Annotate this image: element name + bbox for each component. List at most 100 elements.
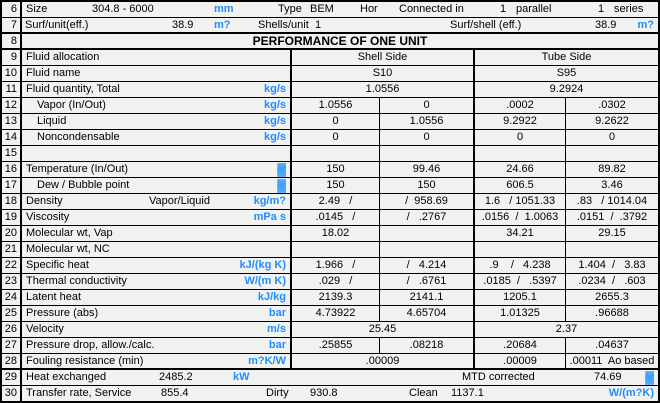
value-cell[interactable]: 9.2924 bbox=[549, 83, 584, 95]
value-cell[interactable]: 1.0556 bbox=[292, 82, 475, 97]
row-number[interactable]: 29 bbox=[2, 370, 22, 385]
row-label-cell[interactable]: Temperature (In/Out) ▓ bbox=[22, 162, 292, 177]
row-number[interactable]: 23 bbox=[2, 274, 22, 289]
row-label-cell[interactable]: Fouling resistance (min) m?K/W bbox=[22, 354, 292, 368]
value-cell[interactable]: .20684 bbox=[475, 338, 566, 353]
value-cell[interactable]: 0 bbox=[608, 131, 616, 143]
value-cell[interactable]: .0002 bbox=[475, 98, 566, 113]
value-cell[interactable]: 2655.3 bbox=[595, 291, 629, 303]
value-cell[interactable]: S95 bbox=[556, 67, 577, 79]
row-number[interactable]: 28 bbox=[2, 354, 22, 368]
value-cell[interactable]: .0151 / .3792 bbox=[576, 211, 648, 223]
value-cell[interactable]: 1.0556 bbox=[292, 98, 380, 113]
value-cell[interactable]: 1.01325 bbox=[475, 306, 566, 321]
row-number[interactable]: 10 bbox=[2, 66, 22, 81]
row-label-cell[interactable]: Thermal conductivity W/(m K) bbox=[22, 274, 292, 289]
value-cell[interactable]: 29.15 bbox=[598, 227, 626, 239]
value-cell[interactable] bbox=[380, 146, 475, 161]
value-cell[interactable]: 0 bbox=[380, 98, 475, 113]
row-number[interactable]: 9 bbox=[2, 50, 22, 65]
value-cell[interactable]: .0234 / .603 bbox=[578, 275, 646, 287]
row-number[interactable]: 6 bbox=[2, 2, 22, 17]
value-cell[interactable]: .00009 bbox=[292, 354, 475, 368]
row-number[interactable]: 19 bbox=[2, 210, 22, 225]
value-cell[interactable]: S10 bbox=[292, 66, 475, 81]
row-number[interactable]: 18 bbox=[2, 194, 22, 209]
row-label-cell[interactable]: Fluid allocation bbox=[22, 50, 292, 65]
value-cell[interactable]: / .2767 bbox=[380, 210, 475, 225]
value-cell[interactable]: Shell Side bbox=[292, 50, 475, 65]
value-cell[interactable]: .83 / 1014.04 bbox=[576, 195, 648, 207]
value-cell[interactable]: 9.2922 bbox=[475, 114, 566, 129]
value-cell[interactable] bbox=[566, 146, 658, 161]
row-number[interactable]: 12 bbox=[2, 98, 22, 113]
performance-header-body[interactable]: PERFORMANCE OF ONE UNIT bbox=[22, 34, 658, 48]
value-cell[interactable]: 1.6 / 1051.33 bbox=[475, 194, 566, 209]
row-label-cell[interactable]: Viscosity mPa s bbox=[22, 210, 292, 225]
row-label-cell[interactable]: Liquid kg/s bbox=[22, 114, 292, 129]
row-label-cell[interactable]: Specific heat kJ/(kg K) bbox=[22, 258, 292, 273]
row-number[interactable]: 16 bbox=[2, 162, 22, 177]
row-label-cell[interactable]: Dew / Bubble point ▓ bbox=[22, 178, 292, 193]
value-cell[interactable]: .0185 / .5397 bbox=[475, 274, 566, 289]
row-label-cell[interactable]: Molecular wt, NC bbox=[22, 242, 292, 257]
value-cell[interactable]: 3.46 bbox=[601, 179, 623, 191]
value-cell[interactable]: .96688 bbox=[595, 307, 629, 319]
value-cell[interactable] bbox=[475, 242, 566, 257]
row-label-cell[interactable]: Pressure drop, allow./calc. bar bbox=[22, 338, 292, 353]
value-cell[interactable]: / 958.69 bbox=[380, 194, 475, 209]
row-number[interactable]: 21 bbox=[2, 242, 22, 257]
value-cell[interactable]: .029 / bbox=[292, 274, 380, 289]
value-cell[interactable] bbox=[380, 242, 475, 257]
value-cell[interactable]: 2139.3 bbox=[292, 290, 380, 305]
row-number[interactable]: 25 bbox=[2, 306, 22, 321]
value-cell[interactable]: .00011 Ao based bbox=[569, 355, 655, 367]
size-row-body[interactable]: Size 304.8 - 6000 mm Type BEM Hor Connec… bbox=[22, 2, 658, 17]
row-label-cell[interactable]: Pressure (abs) bar bbox=[22, 306, 292, 321]
row-number[interactable]: 22 bbox=[2, 258, 22, 273]
row-label-cell[interactable]: Noncondensable kg/s bbox=[22, 130, 292, 145]
value-cell[interactable]: 1205.1 bbox=[475, 290, 566, 305]
value-cell[interactable]: / .6761 bbox=[380, 274, 475, 289]
value-cell[interactable]: 24.66 bbox=[475, 162, 566, 177]
value-cell[interactable]: Tube Side bbox=[541, 51, 592, 63]
surface-row-body[interactable]: Surf/unit(eff.) 38.9 m? Shells/unit 1 Su… bbox=[22, 18, 658, 32]
value-cell[interactable]: 4.73922 bbox=[292, 306, 380, 321]
row-number[interactable]: 24 bbox=[2, 290, 22, 305]
value-cell[interactable]: 89.82 bbox=[598, 163, 626, 175]
value-cell[interactable]: 2.37 bbox=[555, 323, 578, 335]
row-number[interactable]: 8 bbox=[2, 34, 22, 48]
value-cell[interactable]: 150 bbox=[380, 178, 475, 193]
value-cell[interactable]: / 4.214 bbox=[380, 258, 475, 273]
heat-exchanged-body[interactable]: Heat exchanged 2485.2 kW MTD corrected 7… bbox=[22, 370, 658, 385]
value-cell[interactable]: 99.46 bbox=[380, 162, 475, 177]
value-cell[interactable] bbox=[380, 226, 475, 241]
value-cell[interactable] bbox=[292, 242, 380, 257]
value-cell[interactable]: 34.21 bbox=[475, 226, 566, 241]
value-cell[interactable]: 0 bbox=[380, 130, 475, 145]
value-cell[interactable]: .0145 / bbox=[292, 210, 380, 225]
value-cell[interactable]: .0302 bbox=[598, 99, 626, 111]
row-number[interactable]: 11 bbox=[2, 82, 22, 97]
row-number[interactable]: 27 bbox=[2, 338, 22, 353]
row-number[interactable]: 20 bbox=[2, 226, 22, 241]
value-cell[interactable]: .04637 bbox=[595, 339, 629, 351]
row-label-cell[interactable]: Velocity m/s bbox=[22, 322, 292, 337]
value-cell[interactable]: 18.02 bbox=[292, 226, 380, 241]
value-cell[interactable]: 2.49 / bbox=[292, 194, 380, 209]
row-number[interactable]: 30 bbox=[2, 386, 22, 401]
value-cell[interactable]: 0 bbox=[475, 130, 566, 145]
row-number[interactable]: 15 bbox=[2, 146, 22, 161]
value-cell[interactable]: 1.0556 bbox=[380, 114, 475, 129]
value-cell[interactable]: 0 bbox=[292, 114, 380, 129]
value-cell[interactable]: 25.45 bbox=[292, 322, 475, 337]
value-cell[interactable]: 150 bbox=[292, 178, 380, 193]
value-cell[interactable]: .0156 / 1.0063 bbox=[475, 210, 566, 225]
value-cell[interactable]: 606.5 bbox=[475, 178, 566, 193]
value-cell[interactable]: 4.65704 bbox=[380, 306, 475, 321]
value-cell[interactable] bbox=[292, 146, 380, 161]
value-cell[interactable]: 9.2622 bbox=[595, 115, 629, 127]
row-number[interactable]: 13 bbox=[2, 114, 22, 129]
value-cell[interactable]: .08218 bbox=[380, 338, 475, 353]
row-label-cell[interactable]: Density Vapor/Liquid kg/m? bbox=[22, 194, 292, 209]
